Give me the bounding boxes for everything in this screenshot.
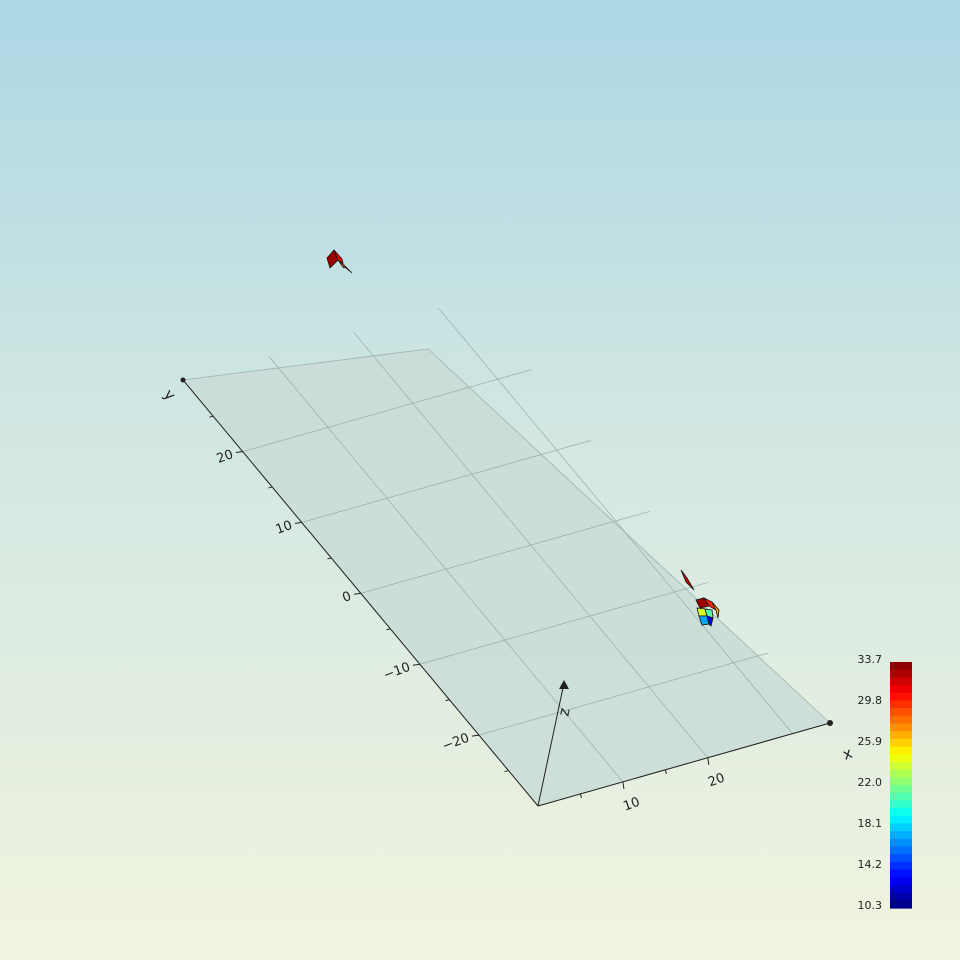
- y-tick-mark: [235, 451, 244, 453]
- colorbar-segment: [890, 685, 912, 694]
- grid-line-x: [353, 332, 709, 758]
- colorbar: 33.7 29.8 25.9 22.0 18.1 14.2 10.3: [858, 653, 912, 912]
- x-axis-end-marker: [827, 720, 833, 726]
- y-tick-mark: [471, 734, 480, 737]
- colorbar-label: 18.1: [858, 817, 883, 830]
- colorbar-segment: [890, 662, 912, 671]
- colorbar-segment: [890, 800, 912, 809]
- x-axis-ticks: 10 20: [579, 757, 727, 815]
- colorbar-segment: [890, 769, 912, 778]
- colorbar-segment: [890, 700, 912, 709]
- floor-grid: [242, 308, 793, 783]
- colorbar-label: 29.8: [858, 694, 883, 707]
- x-tick-mark: [579, 793, 582, 799]
- grid-line-x: [438, 308, 793, 734]
- colorbar-label: 33.7: [858, 653, 883, 666]
- colorbar-segment: [890, 831, 912, 840]
- colorbar-segment: [890, 692, 912, 702]
- y-axis-title: y: [160, 385, 179, 404]
- colorbar-label: 22.0: [858, 776, 883, 789]
- floor-plane: [182, 348, 831, 807]
- y-tick-mark: [294, 521, 303, 524]
- colorbar-segment: [890, 731, 912, 740]
- colorbar-segment: [890, 785, 912, 794]
- colorbar-segment: [890, 854, 912, 863]
- colorbar-segment: [890, 900, 912, 909]
- y-tick-mark: [353, 592, 362, 595]
- grid-line-y: [242, 369, 532, 452]
- x-tick-label: 20: [706, 771, 727, 791]
- x-tick-mark: [622, 781, 625, 789]
- y-tick-mark: [445, 699, 450, 702]
- colorbar-segment: [890, 708, 912, 717]
- surface-patch: [711, 601, 720, 619]
- colorbar-segment: [890, 761, 912, 771]
- colorbar-segment: [890, 869, 912, 878]
- colorbar-segment: [890, 884, 912, 894]
- x-axis-line: [537, 722, 831, 807]
- colorbar-segment: [890, 861, 912, 871]
- colorbar-segment: [890, 746, 912, 755]
- x-tick-mark: [664, 769, 667, 774]
- grid-line-y: [419, 581, 709, 665]
- surface-patch: [339, 260, 353, 274]
- y-tick-label: −10: [381, 660, 412, 683]
- y-axis-end-marker: [180, 377, 186, 383]
- colorbar-segment: [890, 723, 912, 732]
- colorbar-segment: [890, 715, 912, 725]
- y-tick-mark: [386, 628, 391, 631]
- y-tick-mark: [209, 415, 214, 418]
- colorbar-segment: [890, 838, 912, 848]
- colorbar-label: 25.9: [858, 735, 883, 748]
- colorbar-segment: [890, 846, 912, 855]
- x-tick-label: 10: [621, 795, 642, 815]
- surface-patches: [326, 249, 720, 627]
- y-tick-mark: [268, 486, 273, 489]
- colorbar-segment: [890, 877, 912, 886]
- surface-patch: [706, 615, 714, 627]
- colorbar-segment: [890, 677, 912, 686]
- colorbar-segment: [890, 892, 912, 901]
- surface-patch: [680, 569, 695, 591]
- y-tick-mark: [412, 663, 421, 666]
- y-tick-label: 0: [340, 589, 353, 606]
- colorbar-segment: [890, 815, 912, 825]
- colorbar-segment: [890, 823, 912, 832]
- z-axis-line: [537, 682, 565, 807]
- y-tick-mark: [327, 557, 332, 560]
- colorbar-label: 14.2: [858, 858, 883, 871]
- grid-line-y: [301, 440, 591, 523]
- z-axis-arrowhead: [559, 680, 569, 689]
- colorbar-segment: [890, 669, 912, 678]
- grid-line-y: [478, 652, 768, 736]
- colorbar-segment: [890, 777, 912, 786]
- x-axis-title: x: [840, 744, 855, 764]
- x-tick-mark: [707, 757, 710, 765]
- colorbar-segment: [890, 738, 912, 748]
- grid-line-y: [360, 511, 650, 594]
- y-tick-label: 10: [274, 518, 295, 538]
- colorbar-segment: [890, 792, 912, 801]
- grid-line-x: [268, 356, 624, 783]
- y-tick-label: −20: [440, 731, 471, 754]
- y-tick-mark: [504, 770, 509, 773]
- y-tick-label: 20: [215, 447, 236, 467]
- colorbar-segment: [890, 808, 912, 817]
- colorbar-label: 10.3: [858, 899, 883, 912]
- z-axis-title: z: [554, 706, 573, 718]
- colorbar-segment: [890, 754, 912, 763]
